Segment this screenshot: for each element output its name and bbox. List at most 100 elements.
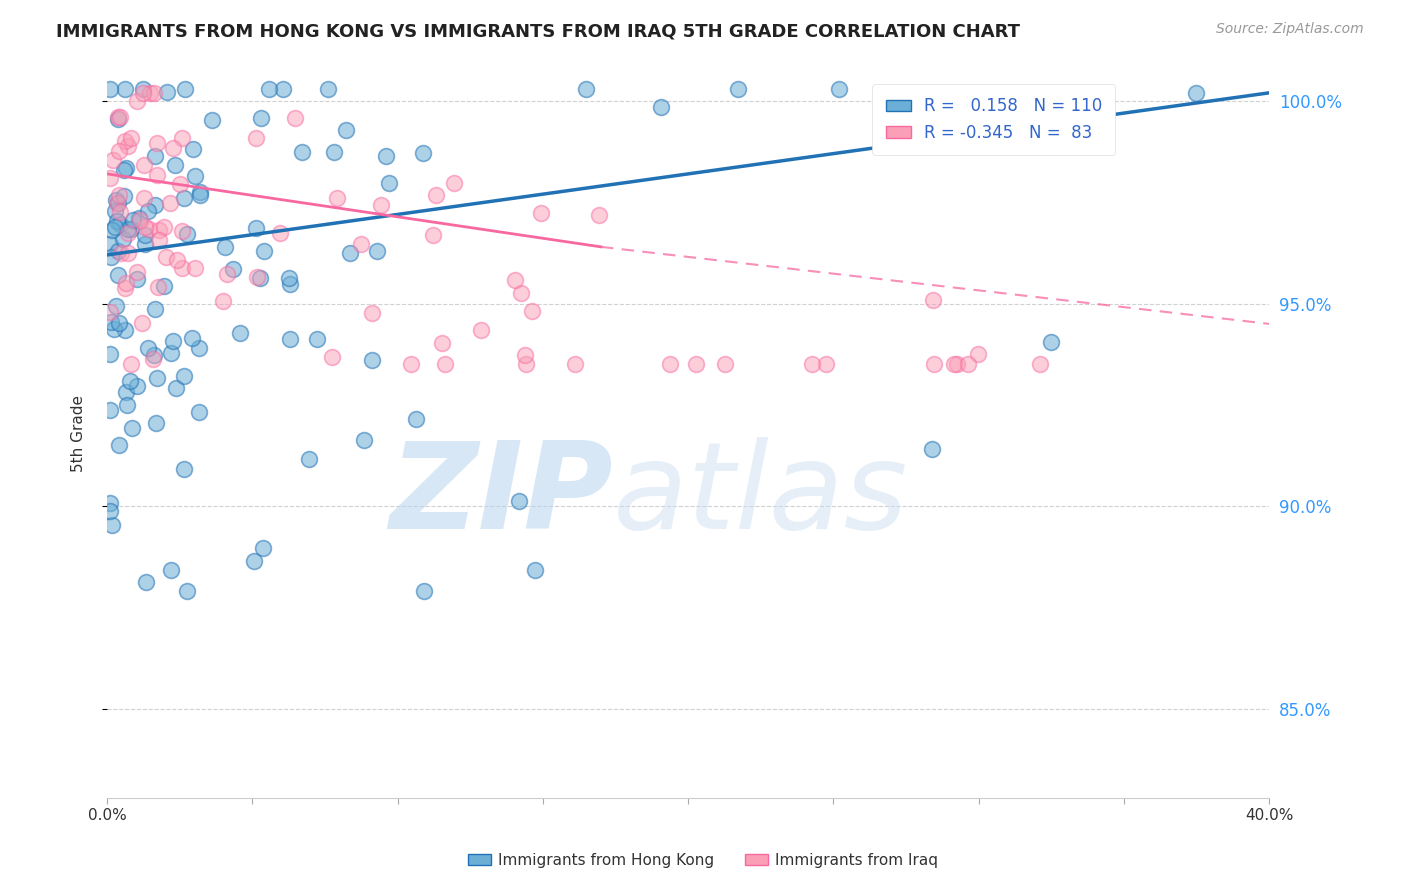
Point xyxy=(515,358,537,372)
Point xyxy=(148,233,170,247)
Point xyxy=(160,563,183,577)
Point xyxy=(100,250,122,264)
Point xyxy=(727,82,749,96)
Point xyxy=(134,219,156,234)
Point xyxy=(114,277,136,291)
Point xyxy=(145,168,167,182)
Point xyxy=(370,198,392,212)
Point xyxy=(142,352,165,367)
Point xyxy=(134,227,156,242)
Point xyxy=(143,302,166,317)
Point xyxy=(169,177,191,191)
Point xyxy=(139,86,162,100)
Point xyxy=(98,347,121,361)
Point xyxy=(249,271,271,285)
Point xyxy=(173,369,195,384)
Point xyxy=(114,323,136,337)
Point xyxy=(132,86,155,100)
Point xyxy=(104,219,127,234)
Point xyxy=(335,122,357,136)
Point xyxy=(115,161,138,176)
Point xyxy=(145,371,167,385)
Point xyxy=(117,139,139,153)
Point xyxy=(503,273,526,287)
Legend: R =   0.158   N = 110, R = -0.345   N =  83: R = 0.158 N = 110, R = -0.345 N = 83 xyxy=(872,84,1115,155)
Point xyxy=(298,452,321,467)
Point xyxy=(575,82,598,96)
Y-axis label: 5th Grade: 5th Grade xyxy=(72,395,86,472)
Point xyxy=(165,158,187,172)
Point xyxy=(291,145,314,160)
Point xyxy=(946,358,969,372)
Point xyxy=(413,584,436,599)
Point xyxy=(922,293,945,307)
Point xyxy=(136,203,159,218)
Point xyxy=(273,82,295,96)
Point xyxy=(422,227,444,242)
Point xyxy=(510,285,533,300)
Point xyxy=(107,112,129,126)
Point xyxy=(229,326,252,341)
Legend: Immigrants from Hong Kong, Immigrants from Iraq: Immigrants from Hong Kong, Immigrants fr… xyxy=(461,847,945,873)
Point xyxy=(112,163,135,178)
Point xyxy=(245,131,267,145)
Point xyxy=(966,347,988,361)
Point xyxy=(524,564,547,578)
Point xyxy=(170,260,193,275)
Point xyxy=(101,223,124,237)
Point xyxy=(1029,358,1052,372)
Point xyxy=(250,111,273,125)
Point xyxy=(100,315,122,329)
Point xyxy=(114,82,136,96)
Point xyxy=(325,191,347,205)
Point xyxy=(378,177,401,191)
Point xyxy=(107,196,129,211)
Point xyxy=(650,100,672,114)
Point xyxy=(714,358,737,372)
Point xyxy=(217,267,239,281)
Point xyxy=(114,134,136,148)
Point xyxy=(146,136,169,150)
Point xyxy=(361,353,384,368)
Point xyxy=(117,222,139,236)
Point xyxy=(162,141,184,155)
Point xyxy=(115,398,138,412)
Point xyxy=(242,553,264,567)
Point xyxy=(98,304,121,318)
Point xyxy=(98,237,121,252)
Point xyxy=(245,221,267,235)
Point xyxy=(108,187,131,202)
Text: IMMIGRANTS FROM HONG KONG VS IMMIGRANTS FROM IRAQ 5TH GRADE CORRELATION CHART: IMMIGRANTS FROM HONG KONG VS IMMIGRANTS … xyxy=(56,22,1021,40)
Point xyxy=(121,421,143,435)
Point xyxy=(107,244,129,258)
Point xyxy=(221,261,243,276)
Point xyxy=(110,110,132,124)
Point xyxy=(827,82,849,96)
Point xyxy=(155,250,177,264)
Point xyxy=(180,331,202,345)
Point xyxy=(98,82,121,96)
Point xyxy=(108,205,131,219)
Point xyxy=(353,433,375,447)
Point xyxy=(173,191,195,205)
Point xyxy=(98,402,121,417)
Point xyxy=(430,336,453,351)
Point xyxy=(259,82,281,96)
Point xyxy=(564,358,586,372)
Point xyxy=(815,358,838,372)
Point xyxy=(176,227,198,242)
Point xyxy=(201,113,224,128)
Point xyxy=(162,334,184,348)
Point xyxy=(125,265,148,279)
Point xyxy=(132,82,155,96)
Point xyxy=(134,158,156,172)
Point xyxy=(138,341,160,355)
Point xyxy=(120,222,142,236)
Point xyxy=(284,111,307,125)
Point xyxy=(174,82,197,96)
Point xyxy=(145,416,167,430)
Point xyxy=(135,575,157,590)
Point xyxy=(153,219,176,234)
Point xyxy=(214,239,236,253)
Point xyxy=(375,149,398,163)
